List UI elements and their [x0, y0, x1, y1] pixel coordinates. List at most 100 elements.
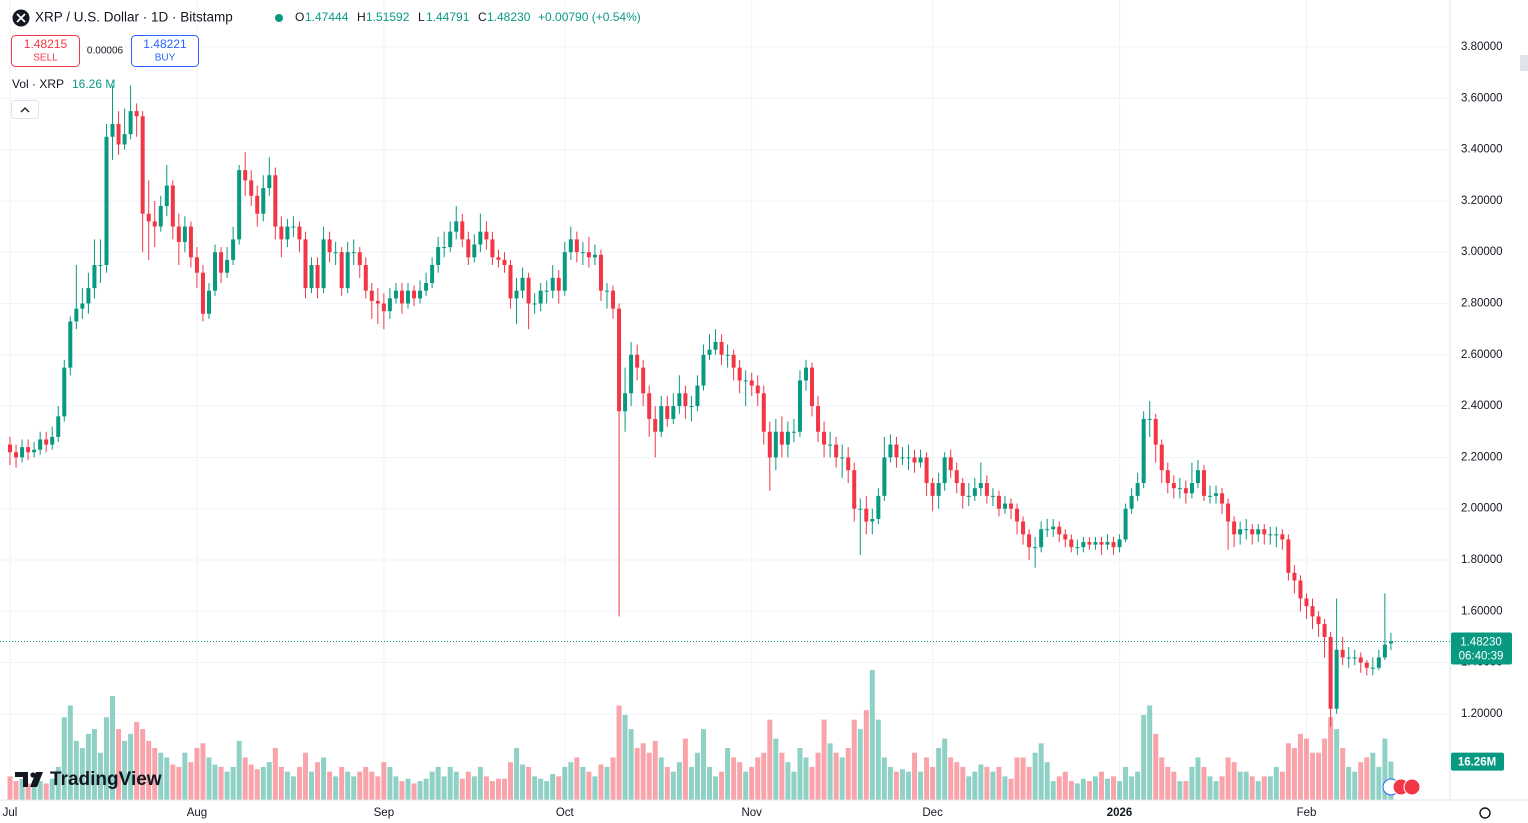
volume-bar: [278, 766, 284, 800]
scroll-handle[interactable]: [1520, 55, 1528, 71]
volume-bar: [1147, 705, 1153, 800]
candle-body: [1268, 534, 1273, 536]
volume-bar: [387, 766, 393, 800]
y-tick-label: 2.00000: [1461, 503, 1503, 515]
volume-bar: [803, 757, 809, 800]
volume-bar: [694, 752, 700, 800]
candle-body: [623, 393, 628, 412]
candle-body: [164, 185, 169, 207]
candle-body: [1027, 534, 1032, 548]
volume-bar: [924, 757, 930, 800]
candle-body: [399, 290, 404, 304]
candle-body: [544, 290, 549, 292]
volume-bar: [1086, 781, 1092, 800]
volume-bar: [1032, 752, 1038, 800]
volume-bar: [290, 776, 296, 800]
volume-bar: [688, 766, 694, 800]
volume-bar: [936, 748, 942, 800]
ohlc-low: 1.44791: [426, 10, 470, 24]
candle-body: [255, 195, 260, 214]
event-icon[interactable]: [1403, 778, 1421, 796]
candle-body: [303, 239, 308, 289]
candle-body: [972, 488, 977, 496]
candle-body: [1002, 503, 1007, 509]
candle-body: [152, 221, 157, 227]
volume-bar: [616, 705, 622, 800]
candle-body: [339, 252, 344, 289]
candle-body: [237, 170, 242, 240]
candle-body: [200, 272, 205, 314]
volume-bar: [1050, 781, 1056, 800]
collapse-button[interactable]: [11, 100, 39, 119]
volume-bar: [1183, 781, 1189, 800]
candle-body: [659, 406, 664, 432]
volume-bar: [333, 776, 339, 800]
volume-bar: [91, 729, 97, 800]
axes: 3.80000 3.60000 3.40000 3.20000 3.00000 2.800…: [3, 41, 1503, 819]
y-tick-label: 1.80000: [1461, 554, 1503, 566]
candle-body: [1274, 534, 1279, 536]
settings-icon[interactable]: [1479, 807, 1491, 819]
candle-body: [502, 259, 507, 266]
volume-bar: [1279, 771, 1285, 800]
volume-bar: [1261, 776, 1267, 800]
volume-bar: [912, 752, 918, 800]
candle-body: [44, 439, 49, 445]
candle-body: [1322, 624, 1327, 637]
ohlc-c: C: [478, 10, 487, 24]
candle-body: [261, 188, 266, 214]
volume-bar: [960, 766, 966, 800]
candle-body: [1093, 542, 1098, 545]
volume-bar: [857, 729, 863, 800]
volume-bar: [296, 766, 302, 800]
volume-bar: [767, 719, 773, 800]
candle-body: [924, 457, 929, 484]
candle-body: [128, 111, 133, 135]
volume-bar: [1255, 781, 1261, 800]
y-tick-label: 3.40000: [1461, 144, 1503, 156]
candle-body: [1087, 542, 1092, 545]
candle-body: [1226, 503, 1231, 522]
volume-bar: [664, 766, 670, 800]
candle-body: [538, 290, 543, 304]
volume-bar: [887, 766, 893, 800]
candle-body: [562, 252, 567, 291]
candle-body: [1352, 657, 1357, 659]
volume-bar: [194, 748, 200, 800]
candle-body: [32, 449, 37, 453]
volume-bar: [97, 752, 103, 800]
candle-body: [960, 483, 965, 496]
volume-bar: [375, 776, 381, 800]
volume-bar: [749, 766, 755, 800]
volume-bar: [501, 778, 507, 800]
candle-body: [472, 244, 477, 258]
sell-button[interactable]: [11, 35, 80, 67]
candle-body: [1232, 521, 1237, 535]
volume-bar: [1056, 776, 1062, 800]
volume-bar: [640, 743, 646, 800]
volume-bar: [646, 752, 652, 800]
buy-button[interactable]: [131, 35, 199, 67]
symbol-title[interactable]: XRP / U.S. Dollar · 1D · Bitstamp: [35, 10, 233, 25]
candle-body: [635, 354, 640, 368]
candle-body: [803, 367, 808, 381]
candle-body: [1346, 657, 1351, 659]
volume-bar: [1316, 752, 1322, 800]
candle-body: [1334, 649, 1339, 709]
volume-bar: [851, 719, 857, 800]
candle-body: [695, 385, 700, 407]
candle-body: [725, 354, 730, 356]
candle-body: [785, 431, 790, 445]
candle-body: [291, 226, 296, 228]
candle-body: [996, 495, 1001, 509]
volume-bar: [1322, 738, 1328, 800]
sell-label: SELL: [33, 53, 58, 64]
grid: [0, 0, 1450, 800]
volume-bar: [170, 764, 176, 800]
volume-bar: [1376, 766, 1382, 800]
volume-bar: [176, 766, 182, 800]
volume-bar: [254, 769, 260, 800]
candle-body: [1370, 667, 1375, 669]
candle-body: [448, 231, 453, 248]
